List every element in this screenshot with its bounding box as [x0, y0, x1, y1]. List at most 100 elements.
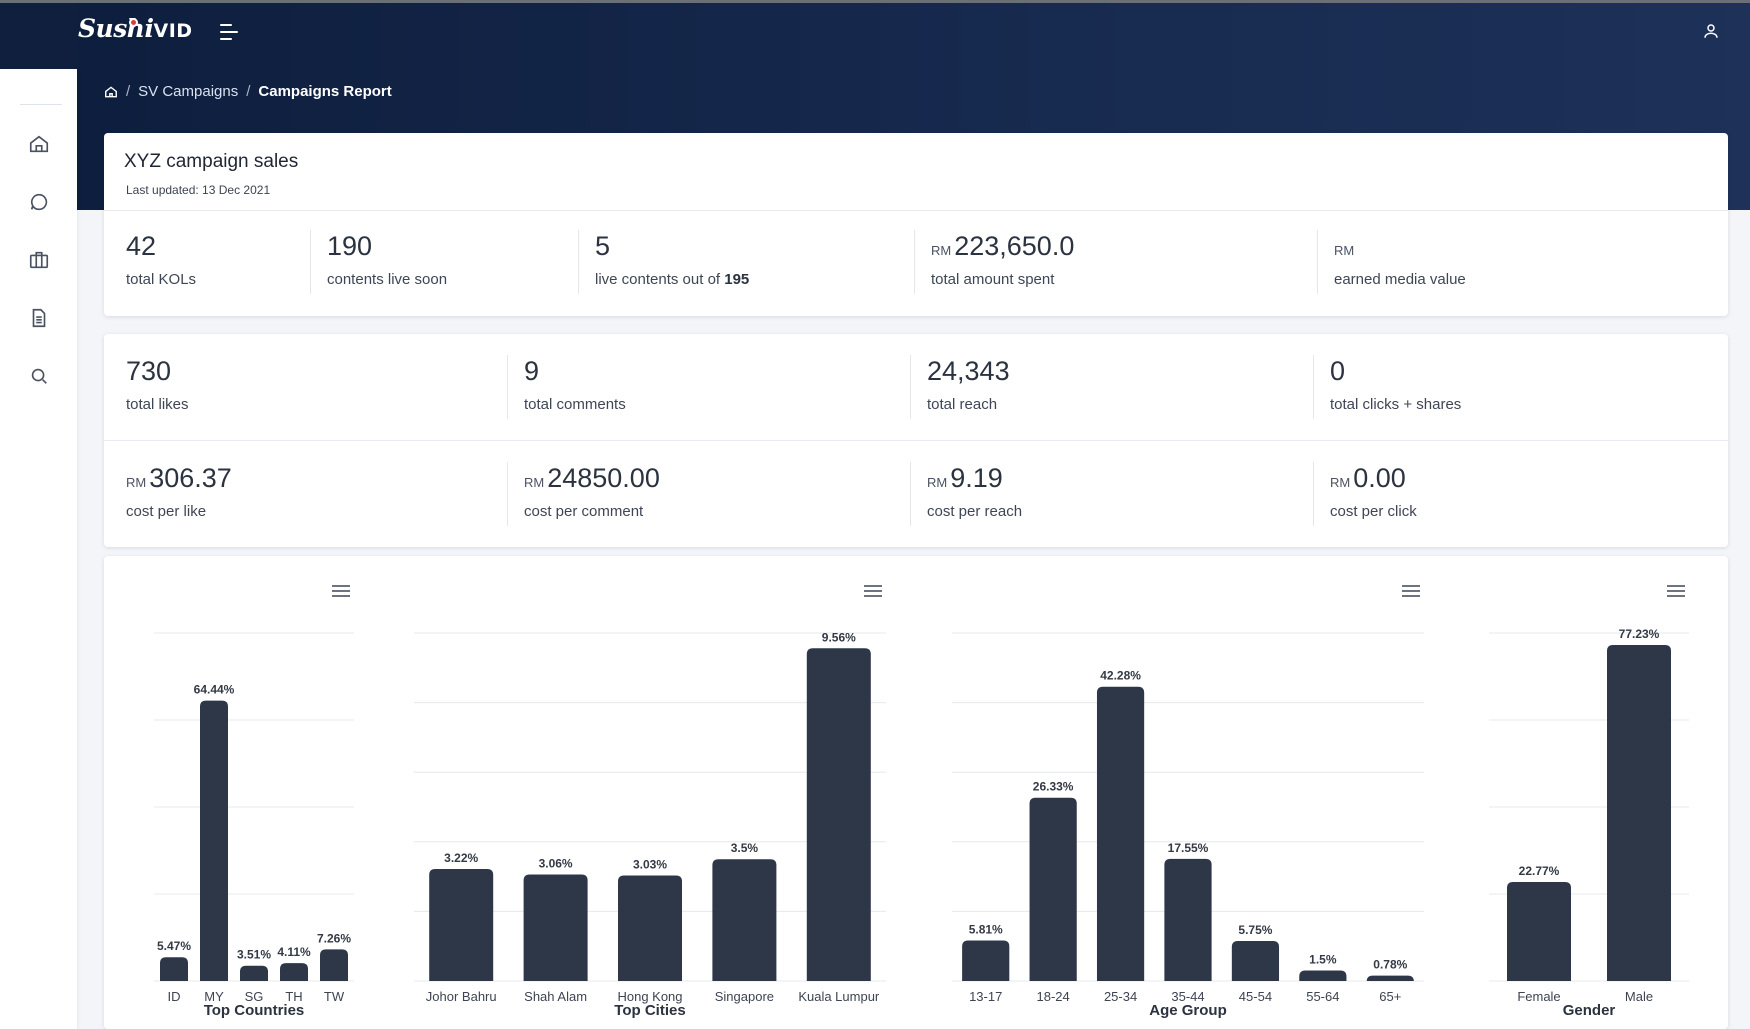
data-label: 1.5% [1309, 953, 1337, 967]
breadcrumb: / SV Campaigns / Campaigns Report [104, 83, 392, 100]
x-tick-label: Shah Alam [524, 989, 587, 1004]
stat-value: 24,343 [927, 356, 1010, 386]
stat-value: 42 [126, 231, 157, 261]
bar-singapore[interactable] [712, 859, 777, 981]
x-tick-label: ID [168, 989, 181, 1004]
x-tick-label: TH [285, 989, 302, 1004]
stat-value: 0.00 [1353, 463, 1406, 493]
user-icon[interactable] [1702, 22, 1720, 40]
stat-label: total KOLs [126, 271, 197, 288]
x-tick-label: Male [1625, 989, 1653, 1004]
bar-chart: 22.77% Female 77.23% Male Gender [1489, 627, 1689, 1019]
bar-35-44[interactable] [1164, 858, 1212, 981]
chart-title: Age Group [1149, 1002, 1227, 1019]
bar-th[interactable] [280, 963, 308, 981]
bar-sg[interactable] [240, 965, 268, 981]
bar-male[interactable] [1607, 645, 1671, 981]
chart-menu-icon[interactable] [1667, 585, 1685, 599]
data-label: 5.47% [157, 939, 191, 953]
bar-johor-bahru[interactable] [429, 868, 494, 981]
search-icon[interactable] [28, 365, 50, 387]
stat-label: cost per click [1330, 503, 1417, 520]
bar-tw[interactable] [320, 949, 348, 981]
x-tick-label: Kuala Lumpur [798, 989, 880, 1004]
x-tick-label: TW [324, 989, 345, 1004]
campaign-summary-card: XYZ campaign sales Last updated: 13 Dec … [104, 133, 1728, 316]
bar-65[interactable] [1366, 975, 1414, 982]
stat-value-row: RM 306.37 [126, 462, 507, 496]
bar-hong-kong[interactable] [618, 875, 682, 981]
stat-cost-per-click: RM 0.00 cost per click [1313, 462, 1713, 526]
bar-55-64[interactable] [1299, 970, 1347, 981]
bar-25-34[interactable] [1096, 686, 1145, 981]
bar-chart: 5.47% ID 64.44% MY 3.51% SG 4.11% TH 7.26% TW Top … [154, 632, 354, 1019]
bar-female[interactable] [1507, 881, 1571, 981]
x-tick-label: 25-34 [1104, 989, 1137, 1004]
bar-id[interactable] [160, 957, 188, 981]
currency-label: RM [1334, 243, 1355, 258]
stat-cost-per-reach: RM 9.19 cost per reach [910, 462, 1313, 526]
logo-dot-icon [129, 18, 138, 27]
document-icon[interactable] [28, 307, 50, 329]
data-label: 77.23% [1619, 627, 1660, 641]
bar-13-17[interactable] [962, 940, 1010, 981]
stat-cost-per-like: RM 306.37 cost per like [104, 462, 507, 526]
chart-menu-icon[interactable] [864, 585, 882, 599]
x-tick-label: 65+ [1379, 989, 1401, 1004]
home-icon[interactable] [28, 133, 50, 155]
x-tick-label: 13-17 [969, 989, 1002, 1004]
stat-total-comments: 9 total comments [507, 355, 910, 419]
stat-label: cost per like [126, 503, 207, 520]
chat-icon[interactable] [28, 191, 50, 213]
stat-value-row: RM 223,650.0 [931, 230, 1317, 264]
bar-my[interactable] [200, 700, 228, 981]
data-label: 26.33% [1033, 780, 1074, 794]
x-tick-label: Singapore [715, 989, 774, 1004]
stat-label: earned media value [1334, 271, 1466, 288]
x-tick-label: 18-24 [1037, 989, 1070, 1004]
data-label: 7.26% [317, 931, 351, 945]
currency-label: RM [126, 475, 147, 490]
x-tick-label: Johor Bahru [426, 989, 497, 1004]
stat-value: 9 [524, 356, 540, 386]
stat-value-row: RM [1334, 230, 1717, 264]
stat-label: cost per comment [524, 503, 644, 520]
data-label: 0.78% [1373, 958, 1407, 972]
stat-value: 5 [595, 231, 611, 261]
data-label: 3.5% [731, 841, 759, 855]
logo-text: Sushi [78, 14, 154, 43]
bar-45-54[interactable] [1231, 940, 1280, 981]
stat-label: cost per reach [927, 503, 1023, 520]
bar-shah-alam[interactable] [523, 874, 588, 981]
app-logo[interactable]: SushiVID [78, 14, 193, 43]
data-label: 3.51% [237, 948, 271, 962]
stat-label: contents live soon [327, 271, 448, 288]
chart-title: Top Cities [614, 1002, 685, 1019]
x-tick-label: 45-54 [1239, 989, 1272, 1004]
bar-kuala-lumpur[interactable] [806, 648, 871, 981]
chart-menu-icon[interactable] [1402, 585, 1420, 599]
chart-menu-icon[interactable] [332, 585, 350, 599]
briefcase-icon[interactable] [28, 249, 50, 271]
engagement-card: 730 total likes 9 total comments 24,343 … [104, 334, 1728, 547]
bar-18-24[interactable] [1029, 797, 1077, 981]
row-divider [104, 440, 1728, 441]
stat-label: total comments [524, 396, 626, 413]
menu-toggle-icon[interactable] [220, 22, 242, 42]
breadcrumb-sv-campaigns[interactable]: SV Campaigns [138, 83, 239, 100]
x-tick-label: 35-44 [1171, 989, 1204, 1004]
data-label: 5.81% [969, 923, 1003, 937]
stat-value: 223,650.0 [954, 231, 1075, 261]
x-tick-label: Hong Kong [617, 989, 682, 1004]
stat-total-reach: 24,343 total reach [910, 355, 1313, 419]
breadcrumb-home-icon[interactable] [104, 85, 118, 99]
data-label: 9.56% [822, 630, 856, 644]
stat-value: 306.37 [149, 463, 232, 493]
data-label: 64.44% [194, 683, 235, 697]
currency-label: RM [927, 475, 948, 490]
data-label: 22.77% [1519, 864, 1560, 878]
stat-value-row: RM 9.19 [927, 462, 1313, 496]
stat-contents-live-soon: 190 contents live soon [310, 230, 578, 294]
audience-charts-card: 5.47% ID 64.44% MY 3.51% SG 4.11% TH 7.26% TW Top … [104, 556, 1728, 1029]
stat-value: 24850.00 [547, 463, 660, 493]
